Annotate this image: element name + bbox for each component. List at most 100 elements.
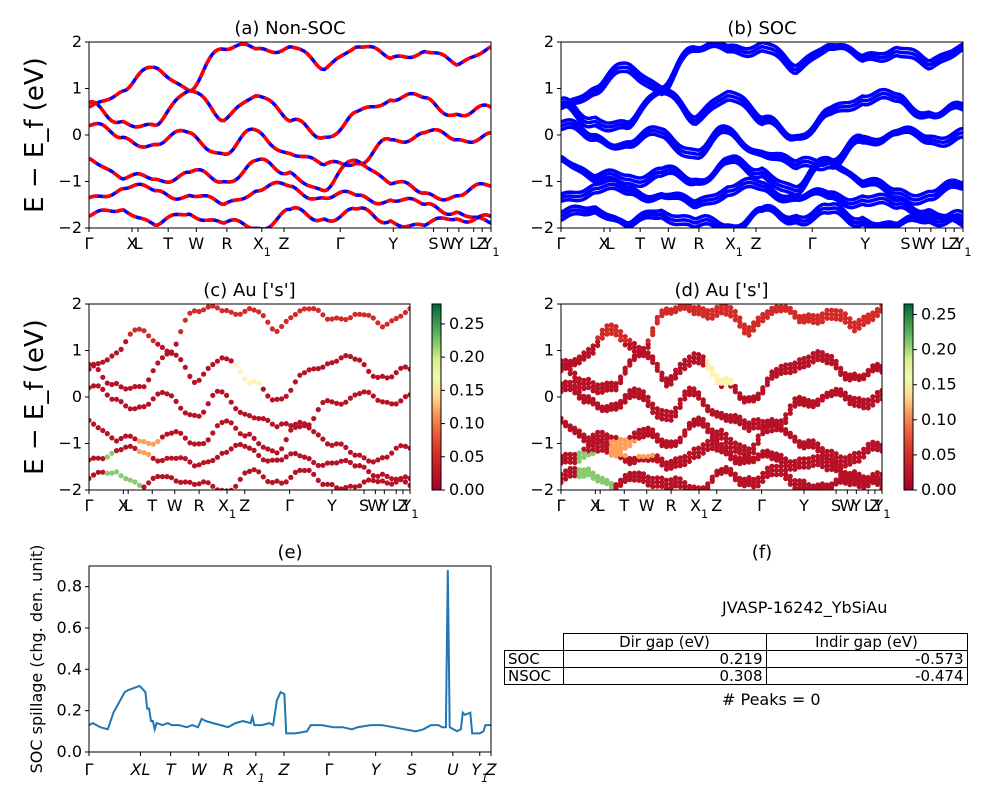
panel-d-point-5-0-138 xyxy=(874,478,881,484)
panel-d-point-4-1-114 xyxy=(819,459,826,466)
panel-d-point-4-1-118 xyxy=(829,463,835,469)
panel-d-point-5-2-120 xyxy=(833,477,839,483)
panel-b-xtick-label-11: W xyxy=(912,234,928,253)
panel-c-point-0-0-76 xyxy=(260,313,266,319)
panel-d-point-1-1-108 xyxy=(806,358,812,364)
panel-b-data xyxy=(561,42,963,228)
panel-d-point-3-1-126 xyxy=(847,457,853,463)
panel-c-point-4-0-72 xyxy=(251,447,257,453)
panel-d-point-5-2-50 xyxy=(673,475,679,481)
panel-d-point-3-2-18 xyxy=(599,429,605,435)
panel-d-point-5-2-108 xyxy=(806,482,812,488)
panel-d-point-3-2-108 xyxy=(806,438,812,444)
panel-d-point-3-2-4 xyxy=(567,423,573,429)
panel-d-point-1-1-118 xyxy=(829,357,835,363)
panel-c-point-0-0-134 xyxy=(393,315,399,322)
panel-c-point-2-0-56 xyxy=(214,388,220,394)
panel-c-point-1-0-114 xyxy=(347,353,353,360)
panel-d-point-2-2-82 xyxy=(746,420,752,426)
panel-d-point-3-2-76 xyxy=(732,440,738,446)
panel-c-point-5-0-104 xyxy=(324,481,331,487)
panel-d-point-2-2-106 xyxy=(801,396,807,402)
panel-d-point-4-2-12 xyxy=(585,443,592,449)
panel-c-point-0-0-136 xyxy=(398,313,404,319)
panel-c-point-3-0-72 xyxy=(251,435,257,441)
panel-c-point-2-0-34 xyxy=(164,391,170,397)
panel-c-point-5-0-88 xyxy=(288,474,294,480)
panel-f-title: (f) xyxy=(752,542,772,563)
panel-c-point-2-0-118 xyxy=(357,390,363,397)
panel-d-point-0-2-128 xyxy=(851,320,858,326)
panel-d-point-3-1-82 xyxy=(746,450,752,456)
panel-d-point-1-0-98 xyxy=(783,370,789,376)
panel-d-point-1-1-62 xyxy=(700,358,706,364)
panel-d-point-1-2-14 xyxy=(590,380,596,386)
panel-d-point-1-0-112 xyxy=(815,357,821,363)
panel-d-point-5-2-118 xyxy=(829,481,835,487)
panel-c-point-2-0-50 xyxy=(201,409,207,415)
panel-d-point-3-0-70 xyxy=(718,435,725,441)
panel-d-point-2-2-72 xyxy=(723,412,729,418)
panel-d-point-2-0-34 xyxy=(636,395,642,401)
panel-d-point-5-1-96 xyxy=(778,467,784,473)
panel-d-point-1-2-22 xyxy=(608,380,615,386)
panel-d-point-4-2-86 xyxy=(755,452,761,458)
panel-d-point-3-2-50 xyxy=(673,439,679,445)
panel-c-xtick-label-1: X xyxy=(118,496,129,515)
panel-d-point-0-1-132 xyxy=(861,318,867,324)
panel-d-point-3-2-116 xyxy=(824,448,830,454)
panel-d-point-2-2-32 xyxy=(631,386,638,392)
panel-c-point-3-0-34 xyxy=(164,431,170,437)
panel-d-point-4-1-112 xyxy=(815,457,821,464)
panel-a-ytick-label-0: −2 xyxy=(58,218,82,237)
panel-d-xtick-label-9: Y xyxy=(798,496,809,515)
panel-c-point-2-0-86 xyxy=(283,421,289,427)
panel-d-point-2-2-96 xyxy=(778,418,784,424)
panel-c-point-4-0-14 xyxy=(118,447,124,453)
panel-d-point-0-0-70 xyxy=(718,310,725,316)
panel-d-point-4-0-2 xyxy=(563,459,569,465)
panel-c-point-0-0-8 xyxy=(104,357,110,363)
panel-c-point-4-0-140 xyxy=(407,482,410,488)
panel-d-point-5-2-58 xyxy=(691,484,697,490)
panel-c-point-0-0-82 xyxy=(274,328,280,334)
panel-c-point-5-0-62 xyxy=(228,487,234,490)
panel-c-point-2-0-78 xyxy=(265,417,271,423)
panel-c-point-0-0-80 xyxy=(269,326,275,332)
panel-d-point-0-2-22 xyxy=(608,322,615,328)
panel-d-point-1-2-120 xyxy=(833,358,839,364)
panel-d-point-4-2-48 xyxy=(668,458,674,464)
panel-d-point-0-0-120 xyxy=(833,316,839,322)
panel-d-point-3-2-20 xyxy=(604,432,610,438)
panel-d-point-1-1-106 xyxy=(801,360,807,366)
panel-d-point-3-2-74 xyxy=(728,436,734,442)
panel-d-point-5-1-84 xyxy=(751,480,757,486)
panel-d-point-3-2-58 xyxy=(691,417,697,423)
panel-a-xtick-label-11: W xyxy=(440,234,456,253)
panel-d-point-1-0-106 xyxy=(801,364,807,370)
panel-d-point-1-0-56 xyxy=(686,362,693,368)
panel-d-point-4-2-104 xyxy=(796,456,803,462)
panel-c-point-4-0-8 xyxy=(104,454,110,460)
panel-d-point-4-2-44 xyxy=(659,456,665,462)
panel-c-point-5-0-102 xyxy=(320,481,326,487)
panel-d-point-4-2-14 xyxy=(590,442,596,448)
colorbar-d-tick-label-1: 0.05 xyxy=(921,445,957,464)
panel-d-point-0-0-26 xyxy=(618,337,624,343)
panel-c-point-1-0-90 xyxy=(292,379,298,385)
panel-d-point-2-1-34 xyxy=(636,391,642,397)
panel-d-point-4-0-64 xyxy=(705,446,711,453)
panel-d-point-0-0-32 xyxy=(631,348,638,354)
panel-d-point-4-0-18 xyxy=(599,447,605,453)
panel-c-point-1-0-122 xyxy=(366,368,372,374)
panel-c-point-1-0-52 xyxy=(205,365,211,371)
panel-d-point-4-0-114 xyxy=(819,464,826,470)
panel-d-point-4-2-122 xyxy=(838,465,844,471)
panel-c-point-4-0-122 xyxy=(366,469,372,475)
panel-c-xtick-label-13: L xyxy=(392,496,401,515)
panel-d-point-2-2-134 xyxy=(865,397,871,403)
panel-d-point-0-2-16 xyxy=(595,335,601,341)
panel-d-point-2-2-78 xyxy=(737,414,743,420)
panel-d-point-0-2-110 xyxy=(810,312,816,319)
panel-c-point-5-0-96 xyxy=(306,467,312,473)
